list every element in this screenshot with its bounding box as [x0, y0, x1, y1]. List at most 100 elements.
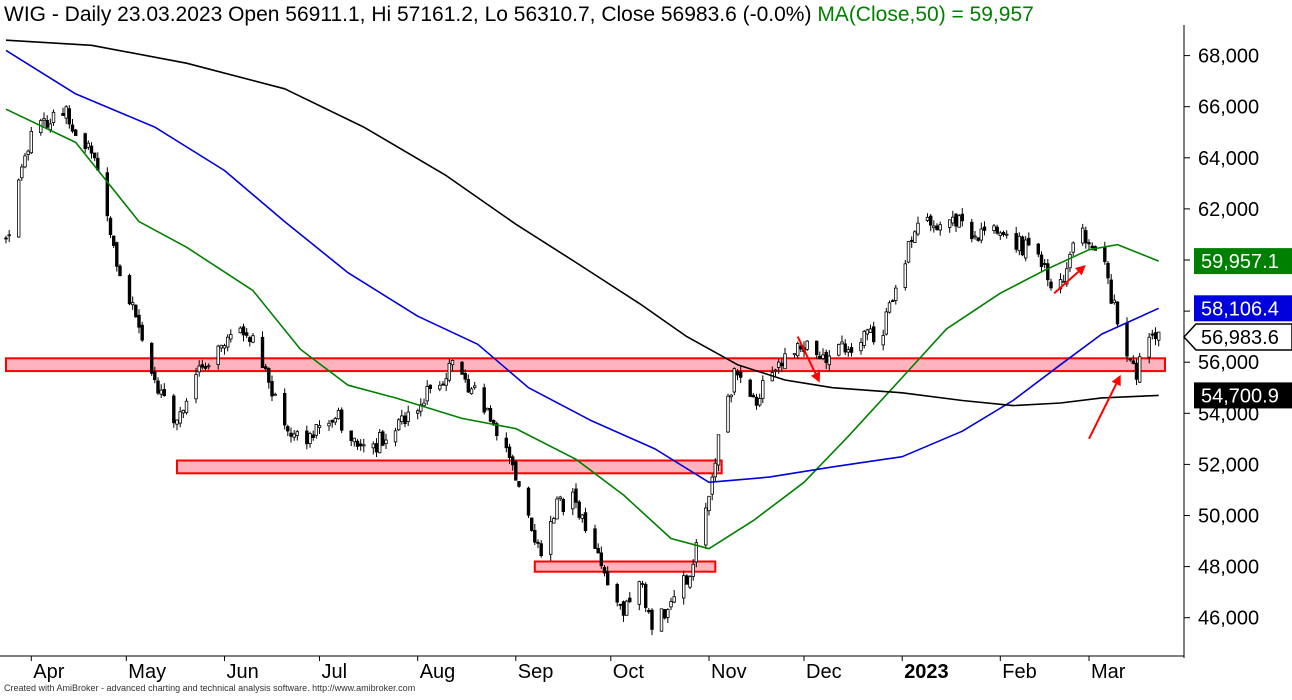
x-tick-label: Jun	[227, 661, 259, 683]
candle-body	[815, 340, 819, 356]
candle-body	[317, 425, 322, 428]
candle-body	[45, 120, 49, 128]
candle-body	[561, 498, 565, 512]
candle-body	[175, 419, 179, 425]
candle-body	[735, 370, 740, 376]
candle-body	[707, 495, 711, 512]
candle-body	[827, 355, 831, 366]
candle-body	[292, 433, 296, 438]
candle-body	[732, 368, 736, 393]
candle-body	[748, 379, 752, 397]
candle-body	[1043, 263, 1047, 265]
candle-body	[1150, 333, 1154, 336]
candle-body	[682, 575, 686, 599]
candle-body	[425, 385, 429, 402]
x-tick-label: May	[128, 661, 166, 683]
candle-body	[574, 488, 578, 503]
x-tick-label: Jul	[322, 661, 348, 683]
ma-line	[5, 49, 1160, 484]
candle-body	[1109, 279, 1113, 304]
candle-body	[599, 552, 603, 567]
candle-body	[992, 225, 996, 231]
x-tick-label: Apr	[33, 661, 64, 683]
candle-body	[1065, 268, 1069, 285]
candle-body	[846, 349, 850, 353]
candle-body	[184, 400, 189, 414]
candle-body	[206, 365, 211, 368]
candle-body	[995, 226, 999, 234]
x-tick-label: Mar	[1091, 661, 1126, 683]
candle-body	[1090, 245, 1094, 248]
candle-body	[862, 330, 866, 346]
arrow-shaft	[1088, 383, 1118, 440]
candle-body	[1027, 237, 1031, 246]
candle-body	[672, 596, 676, 603]
y-tick-label: 52,000	[1198, 454, 1259, 476]
candle-body	[393, 430, 398, 443]
candle-body	[1153, 332, 1158, 340]
candle-body	[273, 393, 277, 396]
candle-body	[596, 547, 600, 554]
candle-body	[1017, 235, 1021, 252]
candle-body	[906, 241, 911, 263]
candle-body	[840, 341, 844, 345]
candle-body	[1134, 362, 1139, 380]
candle-body	[628, 597, 632, 603]
candle-body	[270, 381, 274, 397]
candle-body	[894, 287, 898, 301]
candle-body	[396, 419, 401, 431]
candle-body	[1147, 336, 1151, 358]
support-zone	[176, 459, 723, 475]
y-axis: 46,000 48,000 50,000 52,000 54,000 56,000 62,0…	[1184, 46, 1259, 630]
candle-body	[1128, 358, 1132, 361]
candle-body	[495, 423, 499, 437]
candle-body	[507, 446, 512, 459]
y-tick-label: 68,000	[1198, 46, 1259, 68]
candle-body	[314, 424, 318, 436]
candle-body	[805, 340, 809, 350]
candle-body	[472, 385, 477, 388]
candle-body	[488, 407, 493, 422]
x-tick-label: Feb	[1002, 661, 1036, 683]
ma-line	[5, 108, 1159, 550]
marker-label: 59,957.1	[1201, 251, 1279, 273]
candle-body	[881, 335, 885, 346]
candle-body	[450, 359, 455, 366]
candle-body	[536, 541, 540, 544]
candle-body	[267, 368, 271, 383]
candle-body	[374, 443, 379, 453]
candle-body	[713, 462, 717, 478]
candle-body	[606, 571, 610, 586]
candle-body	[282, 392, 287, 426]
candle-body	[859, 341, 863, 352]
candle-body	[1138, 356, 1142, 383]
candle-body	[428, 384, 432, 390]
candle-body	[872, 326, 876, 343]
candle-body	[377, 432, 382, 454]
candle-body	[222, 345, 227, 349]
candle-body	[913, 231, 917, 243]
y-tick-label: 56,000	[1198, 352, 1259, 374]
candle-body	[219, 344, 223, 349]
candle-body	[358, 443, 363, 447]
candle-body	[134, 304, 138, 318]
candle-body	[1071, 242, 1075, 253]
y-tick-label: 46,000	[1198, 608, 1259, 630]
candle-body	[973, 235, 977, 238]
candle-body	[305, 430, 309, 445]
candle-body	[225, 336, 230, 348]
candle-body	[1024, 239, 1028, 259]
candle-body	[777, 361, 781, 368]
marker-box	[1194, 248, 1292, 275]
candle-body	[925, 216, 930, 222]
candle-body	[203, 365, 208, 369]
candle-body	[16, 179, 21, 238]
arrow-shaft	[796, 336, 817, 375]
candle-body	[577, 501, 581, 518]
x-axis: Apr May Jun Jul Aug Sep Oct Nov Dec 2023 Feb Mar	[30, 656, 1126, 683]
candle-body	[1039, 254, 1044, 268]
candle-body	[336, 409, 341, 420]
candle-body	[979, 228, 983, 241]
candle-body	[159, 389, 163, 395]
candle-body	[48, 123, 52, 131]
